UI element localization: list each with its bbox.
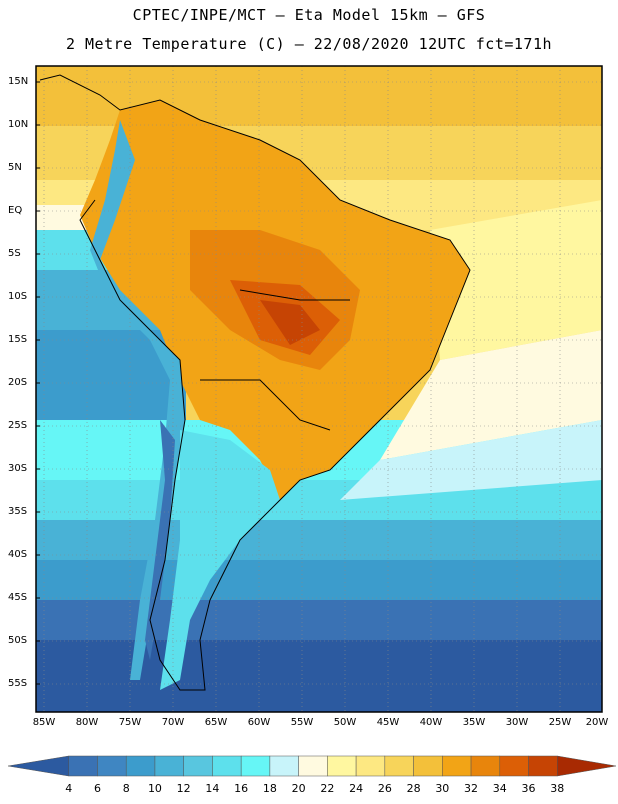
lon-label: 40W <box>419 717 443 728</box>
lat-label: 10S <box>8 291 28 302</box>
colorbar-swatch <box>7 755 69 777</box>
lon-label: 45W <box>376 717 400 728</box>
colorbar-swatch <box>528 755 558 777</box>
lon-label: 55W <box>290 717 314 728</box>
colorbar-label: 28 <box>406 782 421 795</box>
colorbar-swatch <box>499 755 529 777</box>
colorbar-label: 10 <box>147 782 162 795</box>
colorbar-swatch <box>212 755 242 777</box>
chart-title-line1: CPTEC/INPE/MCT – Eta Model 15km – GFS <box>132 6 486 24</box>
colorbar-swatch <box>384 755 414 777</box>
lat-label: 5S <box>8 248 21 259</box>
lon-label: 35W <box>462 717 486 728</box>
colorbar-label: 24 <box>349 782 364 795</box>
lat-label: 10N <box>8 119 29 130</box>
colorbar-swatch <box>125 755 156 777</box>
colorbar-swatch <box>413 755 443 777</box>
lat-label: 35S <box>8 506 28 517</box>
lon-label: 65W <box>204 717 228 728</box>
colorbar-label: 4 <box>65 782 73 795</box>
lon-label: 50W <box>333 717 357 728</box>
colorbar-label: 12 <box>176 782 191 795</box>
lon-label: 60W <box>247 717 271 728</box>
lat-label: 40S <box>8 549 28 560</box>
colorbar-label: 26 <box>377 782 392 795</box>
colorbar-label: 36 <box>521 782 536 795</box>
lat-label: 15N <box>8 76 29 87</box>
colorbar-swatch <box>557 755 617 777</box>
lat-label: 5N <box>8 162 22 173</box>
lat-label: 20S <box>8 377 28 388</box>
colorbar-swatch <box>327 755 357 777</box>
chart-title-line2: 2 Metre Temperature (C) – 22/08/2020 12U… <box>65 35 553 53</box>
colorbar-label: 16 <box>234 782 249 795</box>
colorbar <box>7 755 617 777</box>
lon-label: 75W <box>118 717 142 728</box>
map-frame <box>35 65 603 713</box>
lon-label: 85W <box>32 717 56 728</box>
colorbar-label: 32 <box>464 782 479 795</box>
temperature-field <box>36 66 602 712</box>
lat-label: 45S <box>8 592 28 603</box>
colorbar-swatch <box>269 755 299 777</box>
lat-label: 50S <box>8 635 28 646</box>
axis-ticks <box>36 81 40 685</box>
colorbar-swatch <box>470 755 501 777</box>
lon-label: 30W <box>505 717 529 728</box>
colorbar-swatch <box>97 755 127 777</box>
lat-label: 30S <box>8 463 28 474</box>
colorbar-label: 18 <box>262 782 277 795</box>
coastlines <box>39 74 471 691</box>
lat-label: 55S <box>8 678 28 689</box>
colorbar-label: 6 <box>93 782 101 795</box>
colorbar-label: 30 <box>435 782 450 795</box>
lat-label: 25S <box>8 420 28 431</box>
colorbar-swatch <box>154 755 184 777</box>
colorbar-swatch <box>442 755 472 777</box>
colorbar-label: 22 <box>320 782 335 795</box>
lon-label: 20W <box>585 717 609 728</box>
lat-label: 15S <box>8 334 28 345</box>
colorbar-label: 38 <box>550 782 565 795</box>
colorbar-swatch <box>298 755 328 777</box>
colorbar-label: 14 <box>205 782 220 795</box>
colorbar-label: 34 <box>492 782 507 795</box>
colorbar-swatch <box>183 755 213 777</box>
lon-label: 70W <box>161 717 185 728</box>
lon-label: 25W <box>548 717 572 728</box>
colorbar-label: 20 <box>291 782 306 795</box>
colorbar-label: 8 <box>122 782 130 795</box>
colorbar-swatch <box>240 755 271 777</box>
colorbar-swatch <box>355 755 386 777</box>
colorbar-swatch <box>68 755 98 777</box>
lat-label: EQ <box>8 205 23 216</box>
lon-label: 80W <box>75 717 99 728</box>
